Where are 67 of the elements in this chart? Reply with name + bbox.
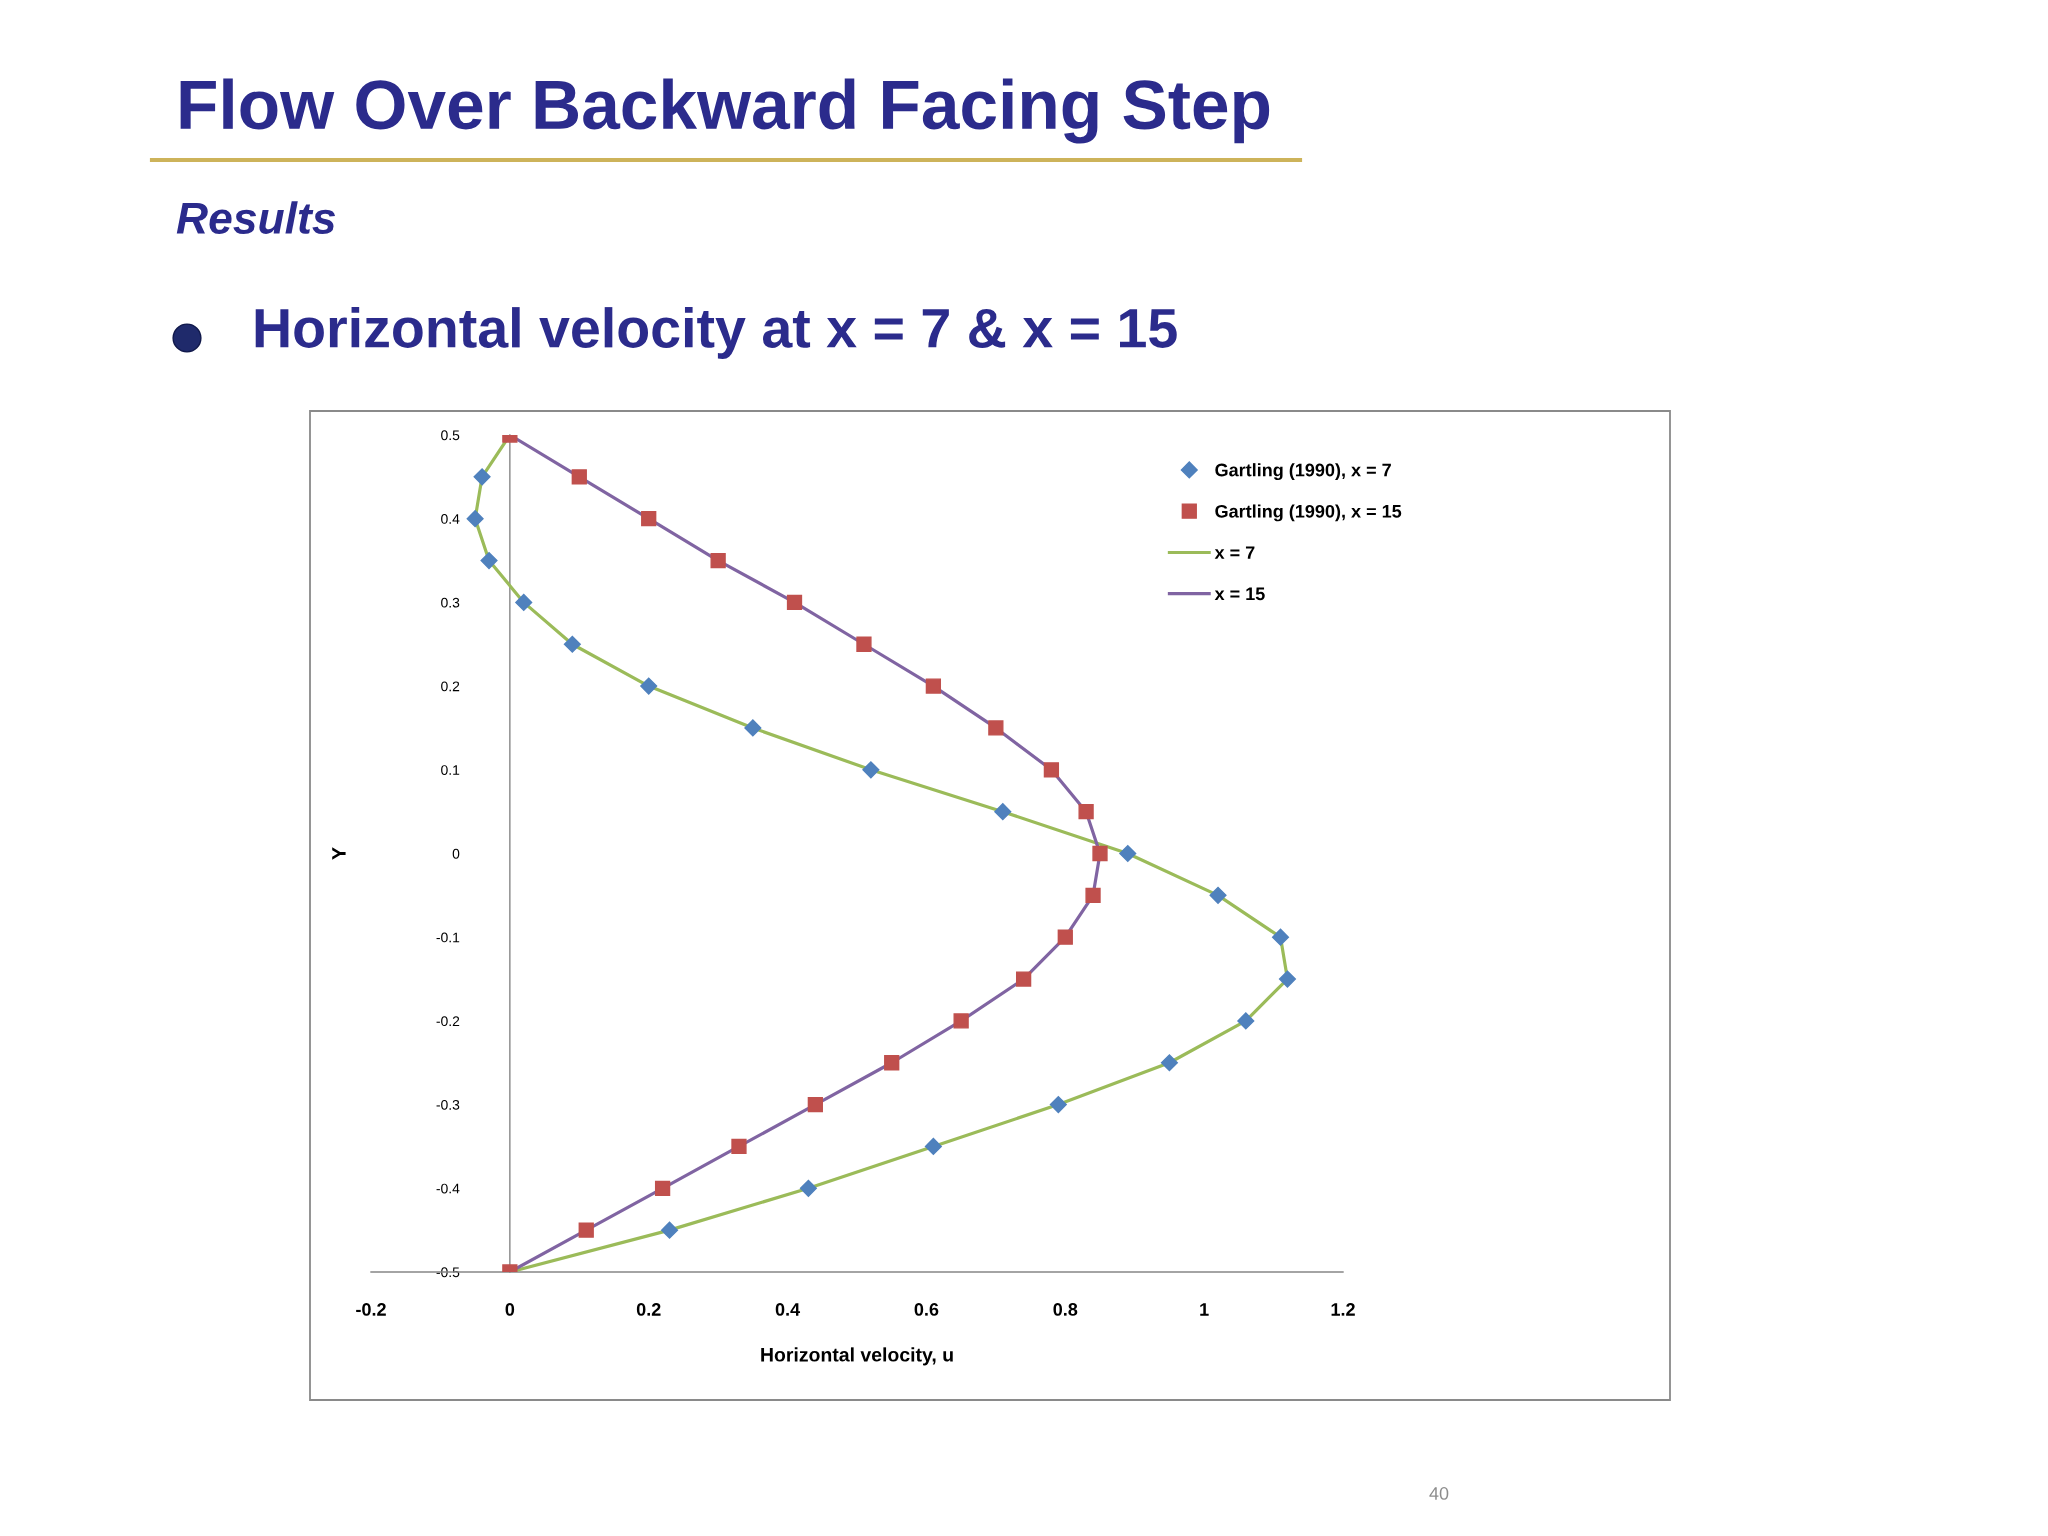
text: 40	[1429, 1487, 1449, 1500]
point	[953, 1013, 969, 1029]
y-tick-label: -0.3	[436, 1099, 460, 1110]
point	[744, 719, 762, 737]
point	[799, 1179, 817, 1197]
point	[640, 677, 658, 695]
point	[1057, 929, 1073, 945]
y-tick-label: 0.2	[441, 681, 460, 692]
x-tick-label: 0	[505, 1303, 515, 1316]
point	[641, 511, 657, 527]
point	[563, 635, 581, 653]
point	[660, 1221, 679, 1239]
legend-label: x = 7	[1214, 546, 1255, 559]
point	[1078, 804, 1094, 820]
y-tick-label: 0.1	[441, 765, 460, 775]
point	[710, 552, 726, 569]
y-tick-label: -0.1	[436, 932, 460, 943]
x-tick-label: 0.8	[1053, 1303, 1078, 1316]
x-tick-label: 1	[1200, 1303, 1209, 1316]
y-tick-label: -0.2	[436, 1016, 460, 1027]
point	[1160, 1054, 1178, 1072]
x-tick-label: 0.4	[775, 1303, 801, 1316]
chart-title: Flow Over Backward Facing Step	[180, 78, 1270, 144]
point	[654, 1180, 671, 1196]
legend-label: Gartling (1990), x = 15	[1215, 504, 1402, 522]
point	[731, 1138, 747, 1155]
point	[515, 593, 533, 611]
point	[884, 1055, 900, 1071]
point	[925, 678, 942, 694]
point	[1278, 970, 1297, 988]
point	[480, 551, 498, 570]
point	[571, 469, 587, 485]
point	[807, 1096, 823, 1113]
chart-subtitle: Results	[176, 201, 336, 234]
point	[1015, 971, 1032, 987]
point	[924, 1137, 942, 1156]
point	[1271, 928, 1290, 946]
y-tick-label: 0.5	[441, 430, 460, 441]
point	[994, 803, 1012, 821]
point	[1092, 845, 1108, 862]
y-tick-label: 0.3	[441, 597, 460, 608]
point	[786, 594, 803, 611]
point	[988, 720, 1004, 736]
point	[862, 761, 880, 779]
x-tick-label: 1.2	[1331, 1303, 1355, 1316]
point	[1119, 844, 1137, 863]
y-tick-label: 0.4	[441, 514, 460, 524]
y-tick-label: -0.4	[436, 1183, 460, 1194]
x-tick-label: 0.2	[636, 1303, 661, 1316]
y-tick-label: -0.5	[436, 1267, 460, 1278]
legend-label: x = 15	[1214, 587, 1265, 601]
x-tick-label: 0.6	[914, 1303, 939, 1316]
point	[1043, 762, 1060, 778]
point	[466, 510, 484, 528]
point	[473, 468, 491, 486]
y-tick-label: 0	[452, 848, 460, 859]
point	[1237, 1012, 1255, 1030]
legend-label: Gartling (1990), x = 7	[1215, 463, 1391, 481]
text: Horizontal velocity at x = 7 & x = 15	[255, 307, 1177, 359]
x-tick-label: -0.2	[356, 1303, 386, 1316]
point	[1049, 1096, 1067, 1114]
point	[1085, 887, 1101, 903]
x-axis-title: Horizontal velocity, u	[761, 1347, 953, 1366]
y-axis-title: Y	[332, 847, 346, 860]
point	[1209, 886, 1227, 904]
point	[578, 1222, 594, 1238]
point	[856, 636, 872, 652]
